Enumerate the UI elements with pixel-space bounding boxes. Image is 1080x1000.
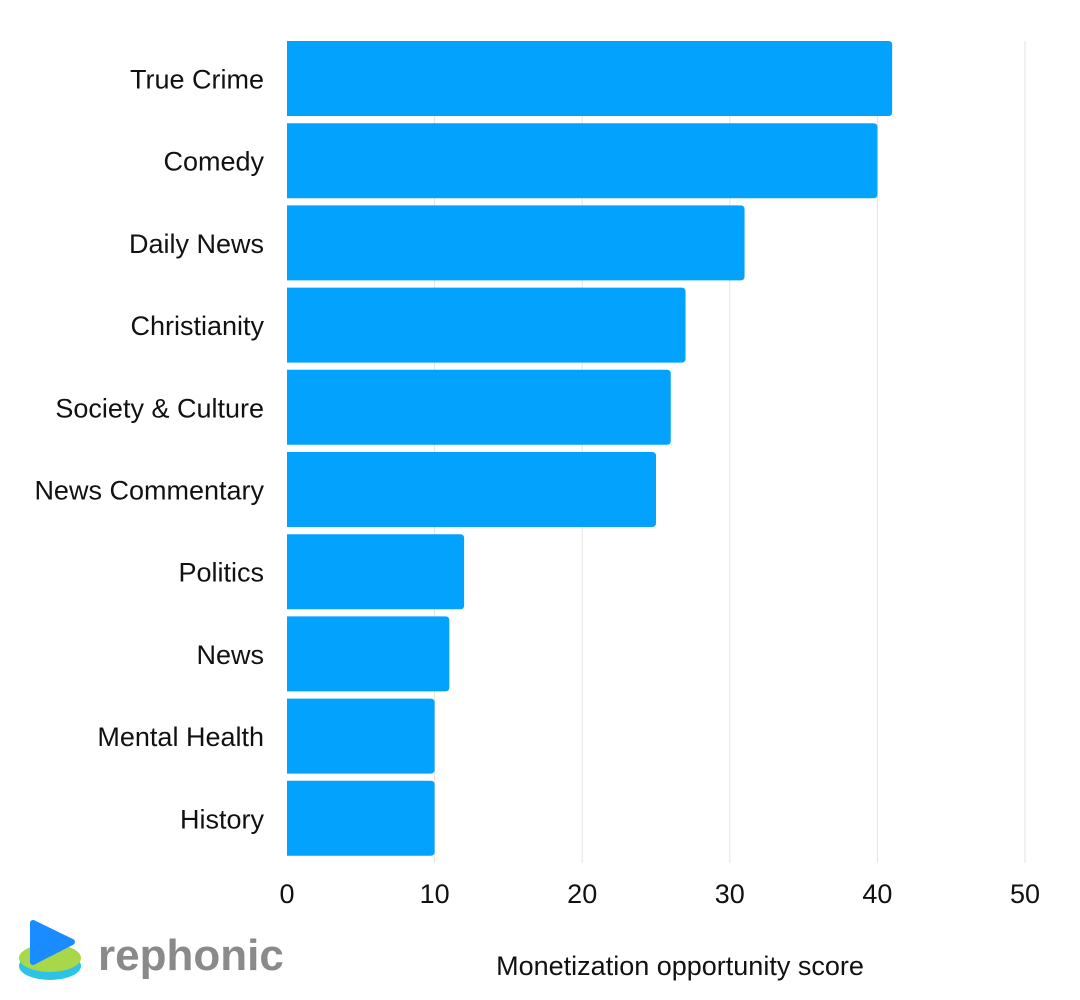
bar — [287, 205, 745, 281]
bar — [287, 534, 465, 610]
category-label: Daily News — [129, 229, 264, 259]
category-label: News Commentary — [34, 476, 264, 506]
rephonic-logo: rephonic — [19, 920, 284, 980]
play-disc-logo-icon — [19, 920, 81, 980]
category-label: News — [196, 640, 264, 670]
x-tick-label: 50 — [1010, 879, 1040, 909]
category-label: Mental Health — [97, 722, 264, 752]
x-axis-title: Monetization opportunity score — [496, 951, 864, 981]
category-labels: True Crime Comedy Daily News Christianity So… — [34, 65, 264, 835]
category-label: True Crime — [130, 65, 264, 95]
x-tick-label: 30 — [715, 879, 745, 909]
bar — [287, 452, 656, 527]
category-label: History — [180, 804, 265, 834]
bar — [287, 369, 671, 445]
x-tick-label: 0 — [279, 879, 294, 909]
bar — [287, 41, 893, 116]
category-label: Comedy — [163, 147, 264, 177]
bar — [287, 616, 450, 692]
x-tick-label: 10 — [420, 879, 450, 909]
category-label: Society & Culture — [55, 393, 264, 423]
x-axis-ticks: 0 10 20 30 40 50 — [279, 879, 1040, 909]
x-tick-label: 40 — [862, 879, 892, 909]
bar — [287, 780, 435, 856]
x-tick-label: 20 — [567, 879, 597, 909]
bar — [287, 287, 686, 363]
category-label: Politics — [178, 558, 264, 588]
category-label: Christianity — [130, 311, 264, 341]
bar — [287, 698, 435, 774]
bar — [287, 123, 878, 199]
brand-name: rephonic — [98, 931, 284, 980]
bars — [287, 41, 893, 856]
